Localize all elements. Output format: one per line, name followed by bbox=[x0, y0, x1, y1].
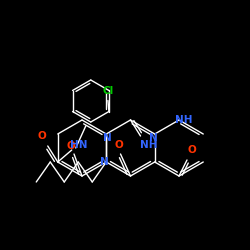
Text: O: O bbox=[38, 131, 46, 141]
Text: N: N bbox=[149, 133, 158, 143]
Text: NH: NH bbox=[140, 140, 157, 150]
Text: O: O bbox=[188, 145, 196, 155]
Text: N: N bbox=[100, 157, 108, 167]
Text: O: O bbox=[66, 141, 76, 151]
Text: Cl: Cl bbox=[102, 86, 114, 96]
Text: O: O bbox=[114, 140, 123, 150]
Text: HN: HN bbox=[70, 140, 87, 150]
Text: NH: NH bbox=[175, 115, 193, 125]
Text: N: N bbox=[103, 133, 112, 143]
